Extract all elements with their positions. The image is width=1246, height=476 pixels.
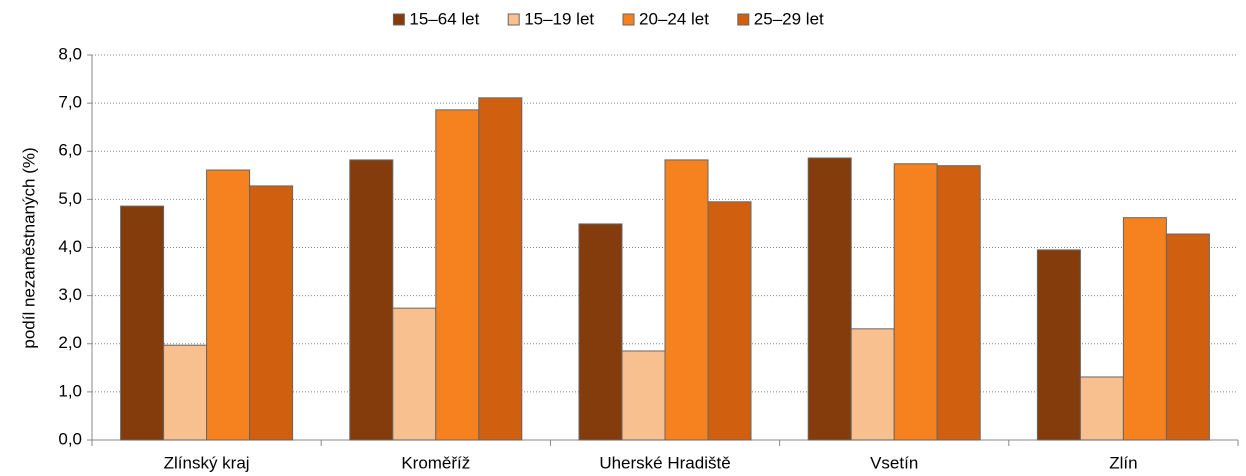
bar <box>621 350 666 441</box>
legend-swatch <box>392 13 405 26</box>
bar <box>707 201 752 441</box>
bar <box>807 157 852 441</box>
legend-swatch <box>622 13 635 26</box>
bar <box>163 344 208 441</box>
legend-label: 15–64 let <box>409 9 479 28</box>
bar <box>249 185 294 441</box>
y-tick-label: 4,0 <box>58 237 82 256</box>
y-tick-label: 5,0 <box>58 189 82 208</box>
y-tick-label: 2,0 <box>58 333 82 352</box>
y-axis-label: podíl nezaměstnaných (%) <box>19 147 38 348</box>
bar <box>392 307 437 441</box>
y-tick-label: 0,0 <box>58 429 82 448</box>
bar <box>206 169 251 441</box>
bar <box>578 223 623 441</box>
legend-label: 20–24 let <box>639 9 709 28</box>
bar <box>435 109 480 441</box>
bar <box>349 159 394 441</box>
bar <box>120 205 165 441</box>
bar <box>1165 233 1210 441</box>
legend-label: 25–29 let <box>754 9 824 28</box>
legend-label: 15–19 let <box>524 9 594 28</box>
bar <box>664 159 709 441</box>
legend-swatch <box>737 13 750 26</box>
bar <box>1079 376 1124 441</box>
y-tick-label: 6,0 <box>58 141 82 160</box>
x-tick-label: Zlín <box>1109 453 1137 472</box>
x-tick-label: Uherské Hradiště <box>599 453 730 472</box>
bar <box>1036 249 1081 441</box>
y-tick-label: 1,0 <box>58 381 82 400</box>
x-tick-label: Zlínský kraj <box>164 453 250 472</box>
x-tick-label: Vsetín <box>870 453 918 472</box>
y-tick-label: 8,0 <box>58 44 82 63</box>
bar <box>478 97 523 441</box>
bar <box>1122 217 1167 441</box>
bar <box>893 163 938 441</box>
bar <box>936 165 981 441</box>
legend-swatch <box>507 13 520 26</box>
y-tick-label: 3,0 <box>58 285 82 304</box>
y-tick-label: 7,0 <box>58 93 82 112</box>
bar <box>850 328 895 441</box>
x-tick-label: Kroměříž <box>401 453 470 472</box>
